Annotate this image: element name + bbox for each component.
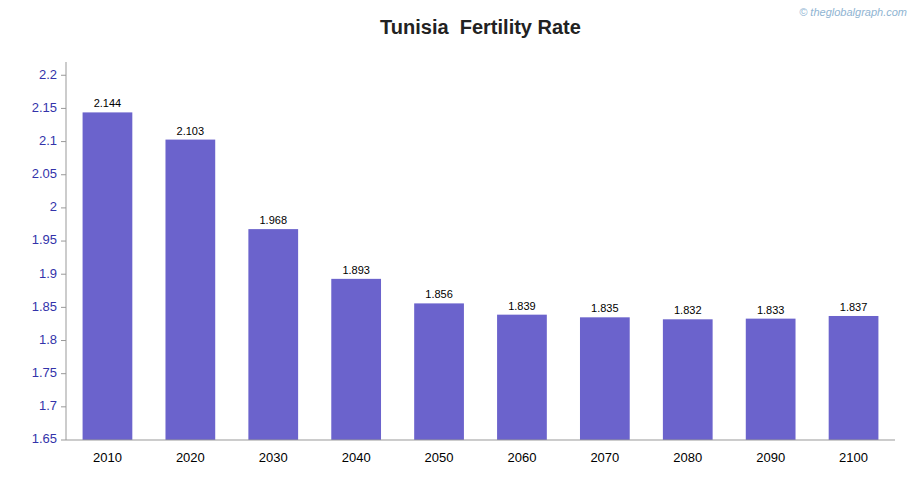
y-tick-label: 1.8 — [39, 332, 57, 347]
x-tick-label: 2080 — [673, 450, 702, 465]
y-tick — [61, 307, 66, 308]
y-tick — [61, 440, 66, 441]
x-tick-label: 2030 — [259, 450, 288, 465]
y-axis: 1.65 1.7 1.75 1.8 1.85 1.9 1.95 2 2.05 2.1 2.15 2.2 — [32, 67, 66, 447]
y-tick-label: 1.95 — [32, 232, 57, 247]
bar — [331, 279, 381, 440]
data-label: 1.832 — [674, 304, 702, 316]
title: Tunisia Fertility Rate — [380, 16, 581, 38]
y-tick-label: 1.65 — [32, 431, 57, 446]
y-tick — [61, 373, 66, 374]
y-tick — [61, 207, 66, 208]
x-tick-label: 2010 — [93, 450, 122, 465]
y-tick-label: 1.9 — [39, 266, 57, 281]
bar — [248, 229, 298, 440]
x-axis-line — [66, 440, 895, 441]
bar — [580, 317, 630, 440]
y-tick — [61, 274, 66, 275]
y-tick-label: 2.15 — [32, 100, 57, 115]
y-tick-label: 1.75 — [32, 365, 57, 380]
x-tick-label: 2020 — [176, 450, 205, 465]
x-tick-label: 2090 — [756, 450, 785, 465]
y-axis-line — [66, 62, 67, 440]
y-tick — [61, 75, 66, 76]
bar — [414, 303, 464, 440]
data-label: 1.835 — [591, 302, 619, 314]
bar — [497, 315, 547, 440]
y-tick-label: 2.2 — [39, 67, 57, 82]
x-tick-label: 2070 — [590, 450, 619, 465]
y-tick-label: 1.7 — [39, 398, 57, 413]
data-label: 2.103 — [177, 125, 205, 137]
x-tick-label: 2040 — [342, 450, 371, 465]
y-tick — [61, 108, 66, 109]
x-tick-label: 2060 — [507, 450, 536, 465]
chart: Tunisia Fertility Rate © theglobalgraph.c… — [0, 0, 919, 484]
y-tick — [61, 340, 66, 341]
bars — [83, 112, 879, 440]
y-tick-label: 2.1 — [39, 133, 57, 148]
y-tick — [61, 241, 66, 242]
x-axis: 2010 2020 2030 2040 2050 2060 2070 2080 2090 2100 — [93, 450, 868, 465]
bar — [829, 316, 879, 440]
bar — [663, 319, 713, 440]
y-tick-label: 1.85 — [32, 299, 57, 314]
watermark: © theglobalgraph.com — [799, 6, 907, 18]
data-label: 1.839 — [508, 300, 536, 312]
y-tick-label: 2 — [50, 199, 57, 214]
bar — [165, 140, 215, 440]
y-tick — [61, 406, 66, 407]
y-tick — [61, 174, 66, 175]
y-tick-label: 2.05 — [32, 166, 57, 181]
bar — [746, 319, 796, 440]
y-tick — [61, 141, 66, 142]
data-label: 1.856 — [425, 288, 453, 300]
data-label: 1.837 — [840, 301, 868, 313]
data-label: 2.144 — [94, 97, 122, 109]
x-tick-label: 2050 — [425, 450, 454, 465]
data-label: 1.833 — [757, 304, 785, 316]
bar — [83, 112, 133, 440]
data-labels: 2.144 2.103 1.968 1.893 1.856 1.839 1.835 1.832… — [94, 97, 868, 316]
x-tick-label: 2100 — [839, 450, 868, 465]
data-label: 1.968 — [259, 214, 287, 226]
data-label: 1.893 — [342, 264, 370, 276]
